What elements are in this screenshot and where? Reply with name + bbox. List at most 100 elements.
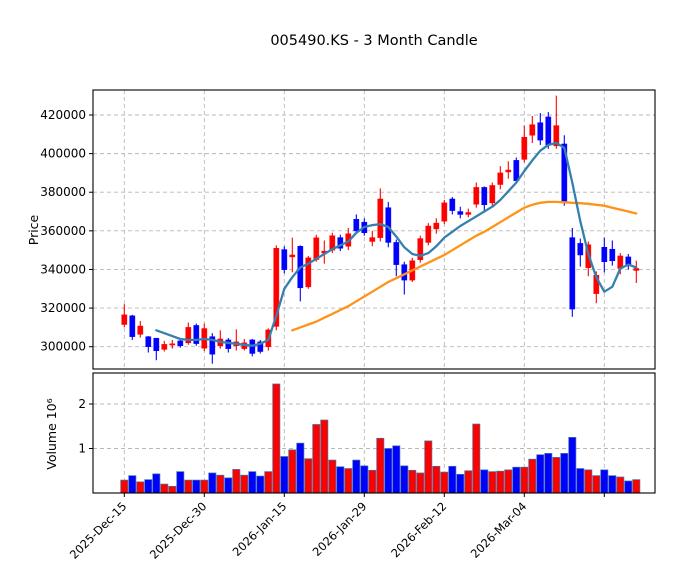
candle-body <box>177 340 184 346</box>
volume-bar <box>232 469 241 494</box>
volume-bar <box>568 437 577 494</box>
volume-bar <box>336 466 345 494</box>
volume-bar <box>456 473 465 494</box>
volume-bar <box>296 442 305 494</box>
price-tick-label: 340000 <box>40 262 86 276</box>
candle-body <box>121 314 128 325</box>
date-tick-label: 2026-Jan-29 <box>310 499 370 559</box>
volume-bar <box>464 470 473 494</box>
chart-series <box>120 95 641 494</box>
candle-body <box>601 247 608 262</box>
volume-bar <box>432 465 441 494</box>
volume-bar <box>352 459 361 494</box>
volume-bar <box>168 485 177 494</box>
date-tick-label: 2025-Dec-15 <box>67 499 130 562</box>
candle-body <box>481 187 488 206</box>
volume-bar <box>176 471 185 494</box>
volume-bar <box>440 471 449 494</box>
volume-tick-label: 2 <box>78 397 86 411</box>
candle-body <box>465 212 472 215</box>
volume-bar <box>424 440 433 494</box>
price-axis-label: Price <box>26 214 41 245</box>
candle-body <box>537 122 544 141</box>
candle-body <box>521 136 528 160</box>
volume-bar <box>240 474 249 494</box>
candle-body <box>577 243 584 256</box>
volume-bar <box>576 468 585 494</box>
volume-bar <box>360 465 369 494</box>
volume-bar <box>136 481 145 494</box>
volume-bar <box>256 475 265 494</box>
candle-body <box>289 254 296 258</box>
short-moving-average-line <box>155 141 638 347</box>
candle-body <box>425 225 432 243</box>
candle-body <box>633 268 640 271</box>
candle-body <box>497 172 504 185</box>
volume-bar <box>496 470 505 494</box>
volume-bar <box>560 453 569 494</box>
volume-bar <box>160 483 169 494</box>
volume-bar <box>472 423 481 494</box>
volume-bar <box>544 453 553 494</box>
candle-body <box>513 160 520 181</box>
volume-bar <box>600 469 609 494</box>
volume-bar <box>488 471 497 494</box>
price-tick-label: 420000 <box>40 108 86 122</box>
candle-body <box>457 211 464 215</box>
volume-bar <box>200 479 209 494</box>
volume-bar <box>216 474 225 494</box>
panel-border <box>92 89 656 370</box>
candle-body <box>393 242 400 265</box>
candle-body <box>305 257 312 288</box>
volume-bar <box>248 471 257 494</box>
volume-axis-label: Volume 10⁶ <box>44 398 59 469</box>
volume-bar <box>416 472 425 494</box>
candle-body <box>553 125 560 147</box>
candle-body <box>377 198 384 238</box>
volume-bar <box>184 479 193 494</box>
candle-body <box>353 219 360 232</box>
candle-body <box>449 198 456 211</box>
date-tick-label: 2026-Mar-04 <box>468 499 530 561</box>
candle-body <box>153 337 160 352</box>
candle-body <box>193 325 200 344</box>
candle-body <box>545 116 552 146</box>
volume-bar <box>608 475 617 494</box>
price-tick-label: 320000 <box>40 301 86 315</box>
volume-tick-label: 1 <box>78 442 86 456</box>
volume-bar <box>536 454 545 494</box>
volume-bar <box>272 383 281 494</box>
candle-body <box>529 124 536 136</box>
candle-body <box>569 237 576 310</box>
candle-body <box>433 222 440 230</box>
volume-bar <box>512 466 521 494</box>
candle-body <box>161 344 168 350</box>
long-moving-average-line <box>291 200 638 332</box>
volume-bar <box>392 445 401 494</box>
volume-bar <box>344 468 353 494</box>
candle-body <box>273 247 280 327</box>
volume-bar <box>288 449 297 494</box>
candle-body <box>145 336 152 347</box>
volume-bar <box>616 476 625 494</box>
price-tick-label: 300000 <box>40 340 86 354</box>
candle-body <box>385 207 392 243</box>
volume-bar <box>224 477 233 494</box>
price-tick-label: 380000 <box>40 185 86 199</box>
volume-bar <box>152 473 161 494</box>
candle-body <box>609 248 616 262</box>
date-tick-label: 2026-Jan-15 <box>230 499 290 559</box>
date-tick-label: 2025-Dec-30 <box>147 499 210 562</box>
candle-body <box>257 341 264 352</box>
candle-body <box>185 327 192 344</box>
volume-bar <box>632 479 641 494</box>
volume-bar <box>128 475 137 494</box>
candle-body <box>225 339 232 349</box>
volume-bar <box>448 465 457 494</box>
volume-bar <box>552 457 561 494</box>
candle-body <box>313 237 320 260</box>
volume-bar <box>376 437 385 494</box>
volume-bar <box>120 479 129 494</box>
chart-title: 005490.KS - 3 Month Candle <box>270 33 477 49</box>
